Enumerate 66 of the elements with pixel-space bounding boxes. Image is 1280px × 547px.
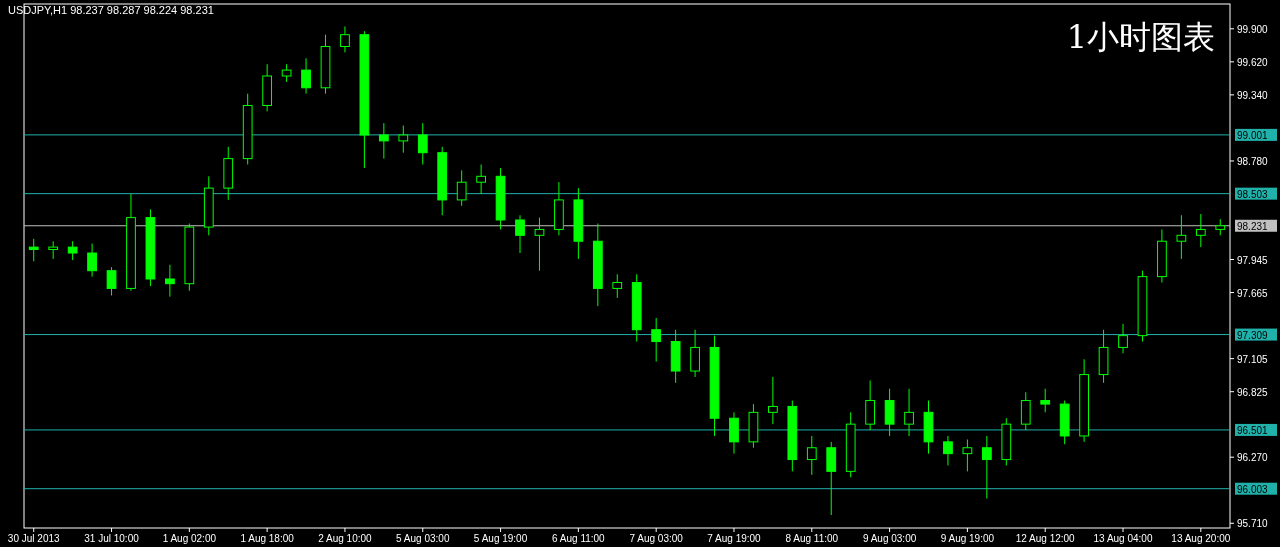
candlestick [67,240,78,261]
x-tick-label: 13 Aug 20:00 [1171,533,1231,544]
ref-line-label: 96.501 [1237,424,1269,436]
candlestick [28,238,39,262]
candlestick [943,435,953,466]
candlestick [1040,388,1051,413]
candlestick [806,435,817,476]
candlestick [1020,391,1031,431]
ref-line-label: 97.309 [1237,329,1269,341]
candlestick [962,438,973,472]
candlestick [826,441,837,516]
candlestick [417,122,428,165]
x-tick-label: 1 Aug 18:00 [240,533,295,544]
x-tick-label: 5 Aug 19:00 [473,533,528,544]
candlestick [301,57,311,95]
y-tick-label: 95.710 [1237,518,1269,530]
x-tick-label: 1 Aug 02:00 [162,533,217,544]
x-tick-label: 2 Aug 10:00 [318,533,373,544]
x-tick-label: 9 Aug 03:00 [862,533,917,544]
y-tick-label: 96.825 [1237,386,1269,398]
ref-line-label: 98.231 [1237,220,1269,232]
y-tick-label: 97.105 [1237,353,1269,365]
candlestick [1176,214,1187,260]
candlestick [651,317,662,363]
x-tick-label: 30 Jul 2013 [7,533,61,544]
candlestick [340,25,350,53]
candlestick [690,329,700,378]
candlestick [534,217,545,272]
candlestick [1118,323,1128,354]
candlestick [1195,213,1206,248]
y-tick-label: 97.945 [1237,254,1269,266]
x-tick-label: 8 Aug 11:00 [785,533,839,544]
ref-line-label: 96.003 [1237,483,1269,495]
candlestick [981,435,992,499]
candlestick [515,214,525,254]
candlestick [612,273,623,299]
y-tick-label: 96.270 [1237,452,1269,464]
candlestick [106,266,117,296]
chart-title: USDJPY,H1 98.237 98.287 98.224 98.231 [8,4,214,16]
candlestick [768,376,778,425]
x-tick-label: 12 Aug 12:00 [1015,533,1076,544]
candlestick [476,164,486,195]
candlestick [398,125,409,154]
candlestick [87,243,97,278]
x-tick-label: 7 Aug 03:00 [629,533,684,544]
candlestick [904,388,914,437]
y-tick-label: 99.340 [1237,89,1269,101]
y-tick-label: 98.780 [1237,155,1269,167]
x-tick-label: 9 Aug 19:00 [940,533,995,544]
candlestick [456,169,467,207]
candlestick [729,411,739,455]
y-tick-label: 97.665 [1237,287,1269,299]
annotation: 1小时图表 [1066,18,1215,56]
ref-line-label: 99.001 [1237,129,1269,141]
candlestick [884,388,895,437]
x-tick-label: 7 Aug 19:00 [707,533,762,544]
y-tick-label: 99.620 [1237,56,1269,68]
y-tick-label: 99.900 [1237,23,1269,35]
candlestick [378,122,389,160]
candlestick [165,264,175,298]
candlestick [865,379,876,431]
x-tick-label: 5 Aug 03:00 [396,533,450,544]
x-tick-label: 13 Aug 04:00 [1093,533,1153,544]
x-tick-label: 31 Jul 10:00 [84,533,140,544]
x-tick-label: 6 Aug 11:00 [552,533,606,544]
ref-line-label: 98.503 [1237,188,1269,200]
